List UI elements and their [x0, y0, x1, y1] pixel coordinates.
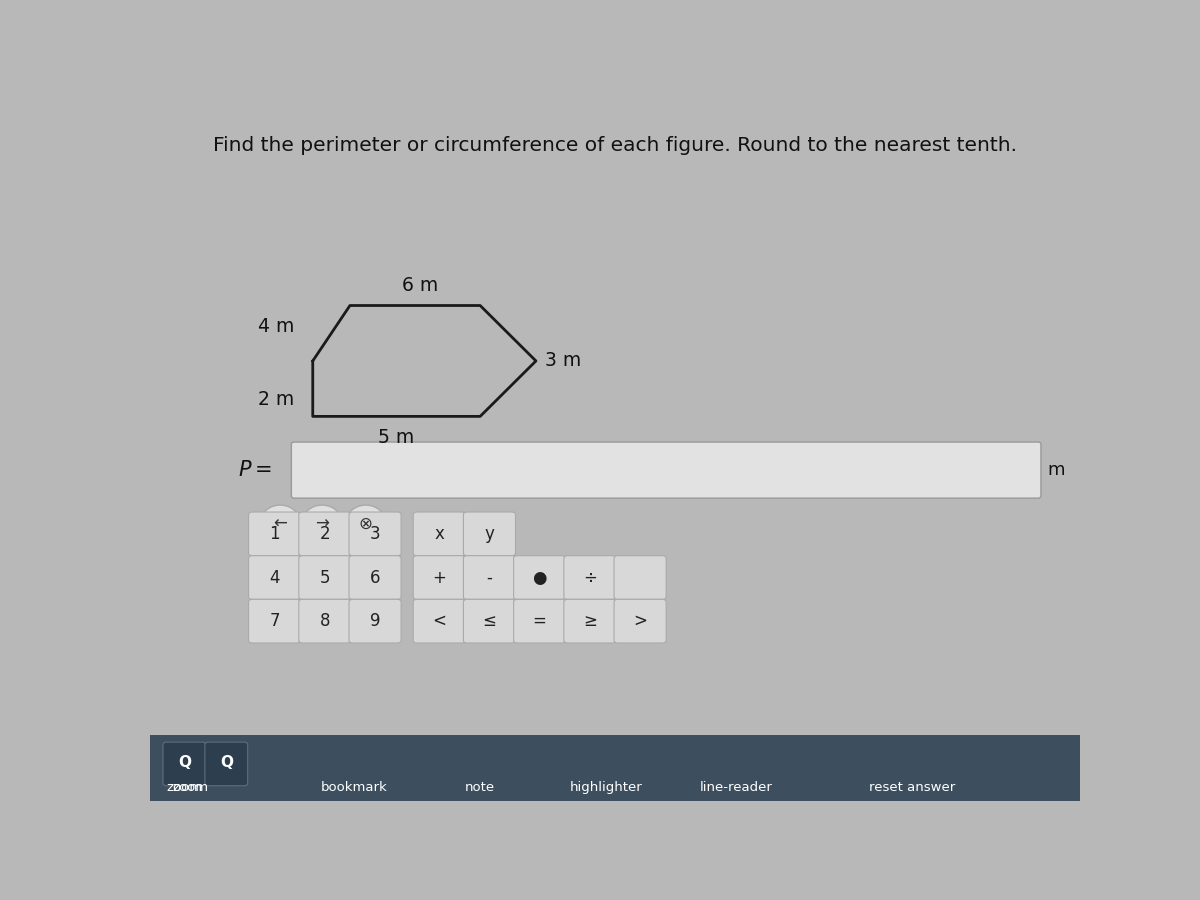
FancyBboxPatch shape — [299, 555, 350, 599]
FancyBboxPatch shape — [248, 512, 301, 555]
Text: -: - — [486, 569, 492, 587]
Text: reset answer: reset answer — [870, 781, 955, 795]
FancyBboxPatch shape — [299, 599, 350, 643]
Text: ≥: ≥ — [583, 612, 596, 630]
FancyBboxPatch shape — [248, 599, 301, 643]
Text: 6 m: 6 m — [402, 276, 438, 295]
FancyBboxPatch shape — [463, 555, 516, 599]
FancyBboxPatch shape — [205, 742, 247, 786]
FancyBboxPatch shape — [248, 555, 301, 599]
Text: x: x — [434, 525, 444, 543]
Text: 4: 4 — [269, 569, 280, 587]
FancyBboxPatch shape — [564, 599, 616, 643]
Text: →: → — [316, 515, 329, 533]
Text: y: y — [485, 525, 494, 543]
FancyBboxPatch shape — [349, 512, 401, 555]
FancyBboxPatch shape — [349, 555, 401, 599]
Text: ●: ● — [533, 569, 547, 587]
FancyBboxPatch shape — [413, 512, 466, 555]
Text: m: m — [1048, 461, 1064, 479]
Ellipse shape — [301, 505, 342, 543]
FancyBboxPatch shape — [299, 512, 350, 555]
FancyBboxPatch shape — [514, 555, 565, 599]
Text: 2 m: 2 m — [258, 390, 294, 409]
Text: zoom: zoom — [167, 781, 203, 795]
Text: ÷: ÷ — [583, 569, 596, 587]
Text: note: note — [466, 781, 496, 795]
Text: 1: 1 — [269, 525, 280, 543]
FancyBboxPatch shape — [614, 555, 666, 599]
Text: 3 m: 3 m — [545, 351, 582, 371]
FancyBboxPatch shape — [413, 555, 466, 599]
Text: Q: Q — [178, 754, 191, 770]
Text: =: = — [533, 612, 547, 630]
Text: 9: 9 — [370, 612, 380, 630]
Text: $P =$: $P =$ — [239, 460, 272, 480]
FancyBboxPatch shape — [463, 512, 516, 555]
Text: 3: 3 — [370, 525, 380, 543]
Text: highlighter: highlighter — [569, 781, 642, 795]
Text: line-reader: line-reader — [700, 781, 773, 795]
Text: 8: 8 — [319, 612, 330, 630]
Text: zoom: zoom — [172, 781, 208, 795]
Text: bookmark: bookmark — [322, 781, 388, 795]
FancyBboxPatch shape — [413, 599, 466, 643]
FancyBboxPatch shape — [564, 555, 616, 599]
FancyBboxPatch shape — [292, 442, 1040, 499]
Text: 7: 7 — [269, 612, 280, 630]
Text: 5 m: 5 m — [378, 428, 414, 447]
Text: ≤: ≤ — [482, 612, 497, 630]
Text: +: + — [432, 569, 446, 587]
Text: >: > — [634, 612, 647, 630]
Text: ⊗: ⊗ — [359, 515, 373, 533]
FancyBboxPatch shape — [163, 742, 206, 786]
FancyBboxPatch shape — [349, 599, 401, 643]
Text: 4 m: 4 m — [258, 317, 294, 336]
Text: 5: 5 — [319, 569, 330, 587]
Ellipse shape — [346, 505, 386, 543]
Text: Find the perimeter or circumference of each figure. Round to the nearest tenth.: Find the perimeter or circumference of e… — [214, 136, 1018, 155]
FancyBboxPatch shape — [463, 599, 516, 643]
FancyBboxPatch shape — [514, 599, 565, 643]
Text: Q: Q — [220, 754, 233, 770]
Text: <: < — [432, 612, 446, 630]
Text: 6: 6 — [370, 569, 380, 587]
Text: 2: 2 — [319, 525, 330, 543]
Ellipse shape — [259, 505, 301, 543]
FancyBboxPatch shape — [150, 735, 1080, 801]
FancyBboxPatch shape — [614, 599, 666, 643]
Text: ←: ← — [274, 515, 287, 533]
